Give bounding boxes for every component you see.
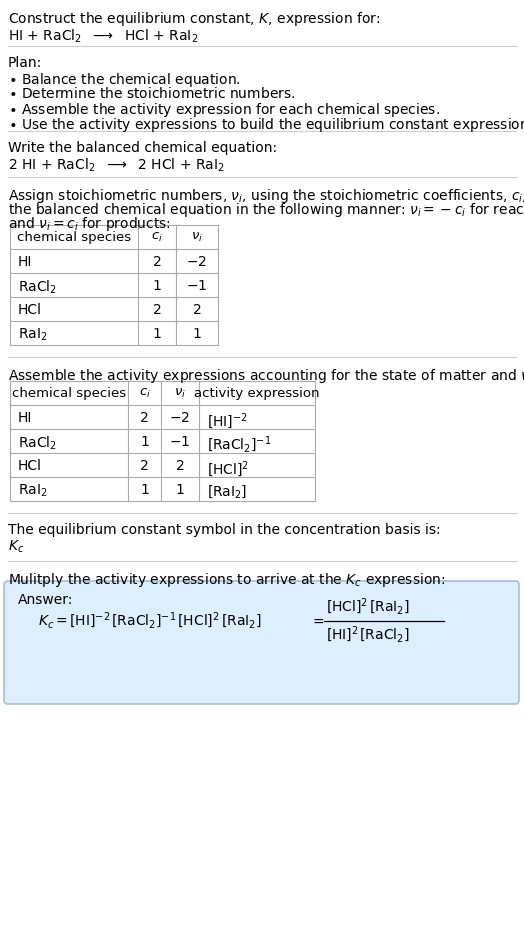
Text: 1: 1 xyxy=(152,279,161,293)
Text: $-2$: $-2$ xyxy=(187,255,208,269)
Text: The equilibrium constant symbol in the concentration basis is:: The equilibrium constant symbol in the c… xyxy=(8,523,441,537)
Text: $\bullet$ Balance the chemical equation.: $\bullet$ Balance the chemical equation. xyxy=(8,71,241,89)
Text: and $\nu_i = c_i$ for products:: and $\nu_i = c_i$ for products: xyxy=(8,215,171,233)
Text: chemical species: chemical species xyxy=(17,231,131,244)
Text: HCl: HCl xyxy=(18,303,42,317)
Text: HI: HI xyxy=(18,255,32,269)
Text: $\bullet$ Use the activity expressions to build the equilibrium constant express: $\bullet$ Use the activity expressions t… xyxy=(8,116,524,134)
Text: $c_i$: $c_i$ xyxy=(151,231,163,244)
Text: 2 HI + RaCl$_2$  $\longrightarrow$  2 HCl + RaI$_2$: 2 HI + RaCl$_2$ $\longrightarrow$ 2 HCl … xyxy=(8,157,225,175)
Text: Mulitply the activity expressions to arrive at the $K_c$ expression:: Mulitply the activity expressions to arr… xyxy=(8,571,445,589)
Text: Construct the equilibrium constant, $K$, expression for:: Construct the equilibrium constant, $K$,… xyxy=(8,10,380,28)
Text: 2: 2 xyxy=(140,459,149,473)
Text: $-2$: $-2$ xyxy=(169,411,191,425)
Text: $c_i$: $c_i$ xyxy=(138,387,150,400)
Text: Write the balanced chemical equation:: Write the balanced chemical equation: xyxy=(8,141,277,155)
Text: 2: 2 xyxy=(152,303,161,317)
Text: the balanced chemical equation in the following manner: $\nu_i = -c_i$ for react: the balanced chemical equation in the fo… xyxy=(8,201,524,219)
Text: Assign stoichiometric numbers, $\nu_i$, using the stoichiometric coefficients, $: Assign stoichiometric numbers, $\nu_i$, … xyxy=(8,187,524,205)
Text: $\mathregular{[RaCl_2]^{-1}}$: $\mathregular{[RaCl_2]^{-1}}$ xyxy=(207,435,271,456)
Text: 1: 1 xyxy=(176,483,184,497)
Text: 2: 2 xyxy=(176,459,184,473)
Text: $-1$: $-1$ xyxy=(169,435,191,449)
FancyBboxPatch shape xyxy=(4,581,519,704)
Text: HI: HI xyxy=(18,411,32,425)
Text: HI + RaCl$_2$  $\longrightarrow$  HCl + RaI$_2$: HI + RaCl$_2$ $\longrightarrow$ HCl + Ra… xyxy=(8,28,198,46)
Text: $\mathregular{[RaI_2]}$: $\mathregular{[RaI_2]}$ xyxy=(207,483,247,500)
Text: $K_c = \mathregular{[HI]^{-2}\,[RaCl_2]^{-1}\,[HCl]^{2}\,[RaI_2]}$: $K_c = \mathregular{[HI]^{-2}\,[RaCl_2]^… xyxy=(38,611,261,631)
Text: 1: 1 xyxy=(140,483,149,497)
Text: $\mathregular{[HI]^2\,[RaCl_2]}$: $\mathregular{[HI]^2\,[RaCl_2]}$ xyxy=(326,624,410,645)
Text: HCl: HCl xyxy=(18,459,42,473)
Text: Answer:: Answer: xyxy=(18,593,73,607)
Text: $\nu_i$: $\nu_i$ xyxy=(174,387,186,400)
Text: RaI$_2$: RaI$_2$ xyxy=(18,327,48,344)
Text: 1: 1 xyxy=(192,327,201,341)
Text: RaCl$_2$: RaCl$_2$ xyxy=(18,279,57,296)
Text: 1: 1 xyxy=(152,327,161,341)
Text: Assemble the activity expressions accounting for the state of matter and $\nu_i$: Assemble the activity expressions accoun… xyxy=(8,367,524,385)
Text: activity expression: activity expression xyxy=(194,387,320,400)
Text: chemical species: chemical species xyxy=(12,387,126,400)
Text: $\nu_i$: $\nu_i$ xyxy=(191,231,203,244)
Text: 2: 2 xyxy=(152,255,161,269)
Text: 1: 1 xyxy=(140,435,149,449)
Text: RaI$_2$: RaI$_2$ xyxy=(18,483,48,499)
Text: $\mathregular{[HCl]^2}$: $\mathregular{[HCl]^2}$ xyxy=(207,459,249,479)
Text: 2: 2 xyxy=(193,303,201,317)
Text: $-1$: $-1$ xyxy=(187,279,208,293)
Text: $=$: $=$ xyxy=(310,614,325,628)
Text: Plan:: Plan: xyxy=(8,56,42,70)
Text: RaCl$_2$: RaCl$_2$ xyxy=(18,435,57,453)
Text: $\mathregular{[HCl]^2\,[RaI_2]}$: $\mathregular{[HCl]^2\,[RaI_2]}$ xyxy=(326,597,410,617)
Text: $\mathregular{[HI]^{-2}}$: $\mathregular{[HI]^{-2}}$ xyxy=(207,411,247,431)
Text: $\bullet$ Assemble the activity expression for each chemical species.: $\bullet$ Assemble the activity expressi… xyxy=(8,101,440,119)
Text: $K_c$: $K_c$ xyxy=(8,539,24,555)
Text: $\bullet$ Determine the stoichiometric numbers.: $\bullet$ Determine the stoichiometric n… xyxy=(8,86,296,101)
Text: 2: 2 xyxy=(140,411,149,425)
